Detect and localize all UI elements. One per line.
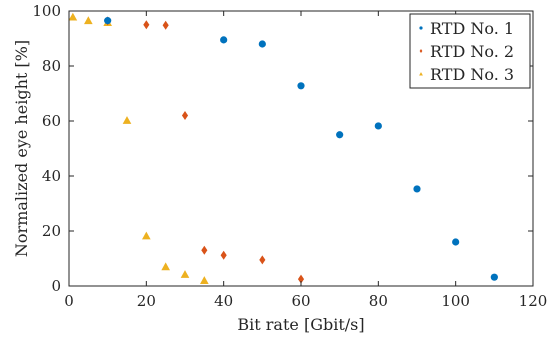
ticks-layer: 0 20 40 60 80 100 120 0 20 40 60 80 100 (32, 2, 547, 310)
legend-entry-rtd-3: RTD No. 3 (419, 65, 514, 84)
legend: RTD No. 1 RTD No. 2 RTD No. 3 (409, 13, 531, 89)
y-tick-label: 100 (32, 2, 61, 20)
data-point-rtd-1 (104, 17, 112, 25)
data-point-rtd-1 (452, 238, 460, 246)
y-tick-label: 60 (42, 112, 61, 130)
data-point-rtd-2 (143, 20, 150, 30)
legend-marker-shape (419, 72, 423, 76)
x-tick-label: 40 (214, 292, 233, 310)
data-point-rtd-1 (374, 122, 382, 130)
data-point-rtd-3 (200, 276, 209, 284)
data-point-rtd-2 (201, 245, 208, 255)
data-point-rtd-3 (68, 12, 78, 21)
data-point-rtd-3 (180, 270, 190, 278)
data-point-rtd-2 (259, 255, 266, 265)
legend-marker-rtd-3 (419, 72, 423, 76)
legend-marker-rtd-2 (419, 49, 423, 53)
x-tick-label: 60 (291, 292, 310, 310)
x-tick-label: 100 (441, 292, 470, 310)
x-tick-label: 0 (64, 292, 74, 310)
legend-label-rtd-3: RTD No. 3 (430, 65, 514, 84)
legend-marker-rtd-1 (419, 26, 423, 30)
data-point-rtd-1 (336, 131, 344, 139)
data-point-rtd-3 (122, 116, 132, 124)
legend-label-rtd-1: RTD No. 1 (430, 19, 514, 38)
data-point-rtd-1 (297, 82, 305, 90)
legend-entry-rtd-2: RTD No. 2 (419, 42, 514, 61)
y-axis-label: Normalized eye height [%] (12, 40, 31, 257)
y-tick-label: 80 (42, 57, 61, 75)
x-axis-label: Bit rate [Gbit/s] (237, 315, 364, 334)
x-tick-label: 20 (137, 292, 156, 310)
x-tick-label: 80 (369, 292, 388, 310)
legend-marker-shape (419, 26, 423, 30)
data-point-rtd-1 (490, 273, 498, 281)
data-point-rtd-2 (297, 274, 305, 284)
y-tick-label: 40 (42, 167, 61, 185)
data-point-rtd-2 (220, 250, 227, 260)
y-tick-label: 0 (51, 277, 61, 295)
data-point-rtd-2 (162, 20, 169, 30)
data-point-rtd-3 (142, 231, 151, 240)
marks-layer (68, 12, 498, 284)
x-tick-label: 120 (519, 292, 548, 310)
legend-entry-rtd-1: RTD No. 1 (419, 19, 514, 38)
legend-marker-shape (419, 49, 423, 53)
data-point-rtd-1 (413, 185, 421, 193)
data-point-rtd-3 (161, 262, 170, 271)
legend-label-rtd-2: RTD No. 2 (430, 42, 514, 61)
data-point-rtd-2 (181, 111, 189, 120)
data-point-rtd-1 (258, 40, 266, 48)
legend-box (409, 13, 531, 89)
data-point-rtd-1 (220, 36, 228, 44)
data-point-rtd-3 (84, 16, 93, 25)
y-tick-label: 20 (42, 222, 61, 240)
